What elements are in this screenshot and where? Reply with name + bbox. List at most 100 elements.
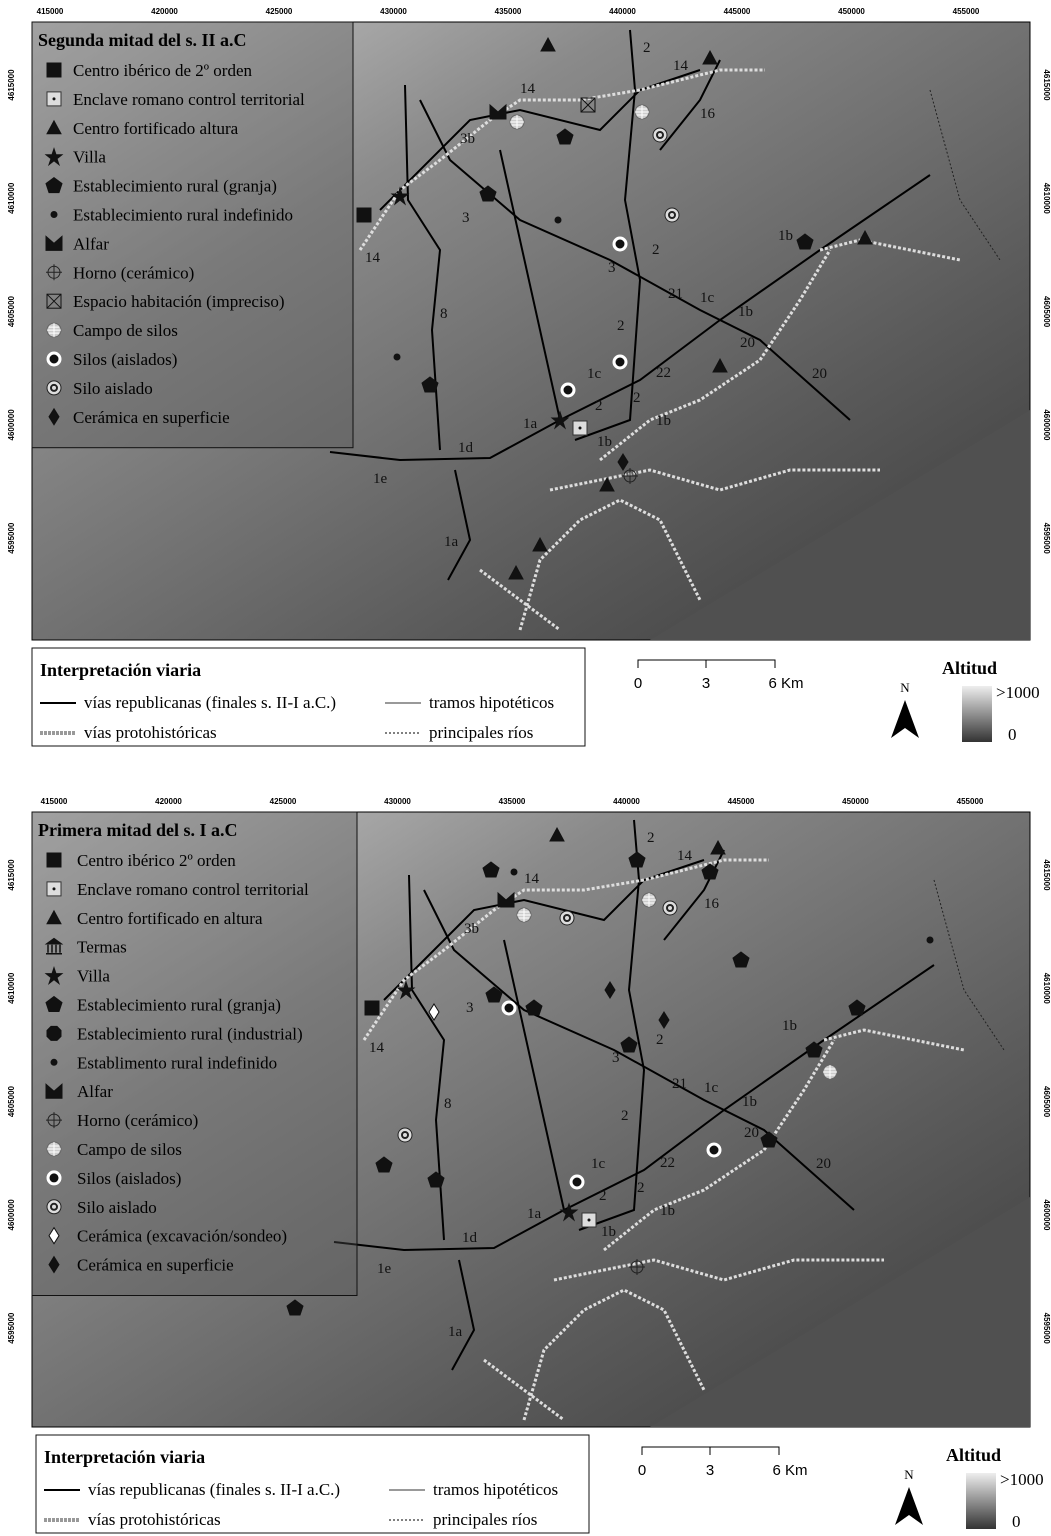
y-coord-label: 4615000 <box>7 859 16 891</box>
legend-symbol <box>47 1142 61 1156</box>
y-coord-label: 4605000 <box>7 1085 16 1117</box>
y-coord-label: 4595000 <box>7 522 16 554</box>
shape <box>47 381 61 395</box>
legend-item: Campo de silos <box>77 1140 182 1159</box>
roads-legend-item: vías protohistóricas <box>84 723 217 742</box>
legend-item: Horno (cerámico) <box>77 1111 198 1130</box>
road-label: 1c <box>591 1156 606 1172</box>
shape <box>579 427 582 430</box>
map-figure: 143b14141632238211c1b1b22020221c221b1a1b… <box>0 0 1051 1536</box>
road-label: 2 <box>633 390 641 406</box>
site-symbol <box>510 115 524 129</box>
road-label: 3b <box>464 921 479 937</box>
roads-legend-item: principales ríos <box>433 1510 537 1529</box>
road-label: 14 <box>524 871 540 887</box>
site-symbol <box>571 1176 583 1188</box>
road-label: 3b <box>460 131 475 147</box>
road-label: 21 <box>672 1076 687 1092</box>
north-arrow <box>895 1487 923 1525</box>
legend-symbol <box>47 323 61 337</box>
road-label: 21 <box>668 286 683 302</box>
north-label: N <box>900 680 910 695</box>
road-label: 1b <box>601 1224 616 1240</box>
x-coord-label: 450000 <box>842 797 869 806</box>
roads-legend-item: tramos hipotéticos <box>429 693 554 712</box>
road-label: 2 <box>595 398 603 414</box>
site-symbol <box>927 937 934 944</box>
roads-legend-item: vías republicanas (finales s. II-I a.C.) <box>88 1480 340 1499</box>
legend-symbol <box>47 853 61 867</box>
road-label: 3 <box>608 260 616 276</box>
altitude-max: >1000 <box>996 683 1040 702</box>
x-coord-label: 415000 <box>37 7 64 16</box>
legend-item: Silos (aislados) <box>73 350 177 369</box>
scale-label: 3 <box>702 675 710 692</box>
x-coord-label: 440000 <box>613 797 640 806</box>
y-coord-label: 4600000 <box>1042 409 1051 441</box>
legend-item: Villa <box>77 967 110 986</box>
legend-symbol <box>48 1172 60 1184</box>
y-coord-label: 4595000 <box>7 1312 16 1344</box>
site-symbol <box>663 901 677 915</box>
legend-item: Espacio habitación (impreciso) <box>73 292 284 311</box>
legend-symbol <box>47 381 61 395</box>
road-label: 8 <box>444 1096 452 1112</box>
roads-legend-item: vías republicanas (finales s. II-I a.C.) <box>84 693 336 712</box>
shape <box>47 63 61 77</box>
road-label: 3 <box>466 1000 474 1016</box>
y-coord-label: 4605000 <box>7 295 16 327</box>
y-coord-label: 4610000 <box>7 182 16 214</box>
road-label: 1c <box>587 366 602 382</box>
x-coord-label: 430000 <box>384 797 411 806</box>
site-symbol <box>394 354 401 361</box>
road-label: 3 <box>462 210 470 226</box>
road-label: 14 <box>369 1040 385 1056</box>
x-coord-label: 425000 <box>266 7 293 16</box>
legend-symbol <box>48 353 60 365</box>
y-coord-label: 4615000 <box>1042 69 1051 101</box>
legend-item: Villa <box>73 148 106 167</box>
shape <box>503 1002 515 1014</box>
road-label: 1e <box>377 1261 392 1277</box>
road-label: 1c <box>700 290 715 306</box>
x-coord-label: 455000 <box>957 797 984 806</box>
site-symbol <box>653 128 667 142</box>
road-label: 2 <box>617 318 625 334</box>
scale-label: 3 <box>706 1462 714 1479</box>
shape <box>560 911 574 925</box>
road-label: 2 <box>652 242 660 258</box>
road-label: 20 <box>816 1156 831 1172</box>
legend-item: Establecimiento rural (industrial) <box>77 1024 303 1043</box>
site-symbol <box>665 208 679 222</box>
legend-item: Establecimiento rural (granja) <box>77 996 281 1015</box>
legend-item: Silos (aislados) <box>77 1169 181 1188</box>
road-label: 1d <box>462 1230 478 1246</box>
y-coord-label: 4595000 <box>1042 523 1051 555</box>
road-label: 8 <box>440 306 448 322</box>
site-symbol <box>398 1128 412 1142</box>
shape <box>653 128 667 142</box>
legend-item: Establecimiento rural indefinido <box>73 206 293 225</box>
road-label: 1c <box>704 1080 719 1096</box>
road-label: 1e <box>373 471 388 487</box>
north-arrow <box>891 700 919 738</box>
legend-item: Termas <box>77 938 127 957</box>
shape <box>47 1200 61 1214</box>
site-symbol <box>555 217 562 224</box>
roads-legend-title: Interpretación viaria <box>44 1447 205 1467</box>
road-label: 22 <box>660 1155 675 1171</box>
road-label: 14 <box>520 81 536 97</box>
shape <box>571 1176 583 1188</box>
legend-title: Segunda mitad del s. II a.C <box>38 30 247 50</box>
legend-item: Cerámica en superficie <box>77 1256 234 1275</box>
site-symbol <box>614 238 626 250</box>
site-symbol <box>614 356 626 368</box>
shape <box>365 1001 379 1015</box>
site-symbol <box>635 105 649 119</box>
shape <box>357 208 371 222</box>
legend-item: Enclave romano control territorial <box>73 90 305 109</box>
shape <box>663 901 677 915</box>
legend-item: Campo de silos <box>73 321 178 340</box>
site-symbol <box>573 421 587 435</box>
shape <box>53 97 56 100</box>
